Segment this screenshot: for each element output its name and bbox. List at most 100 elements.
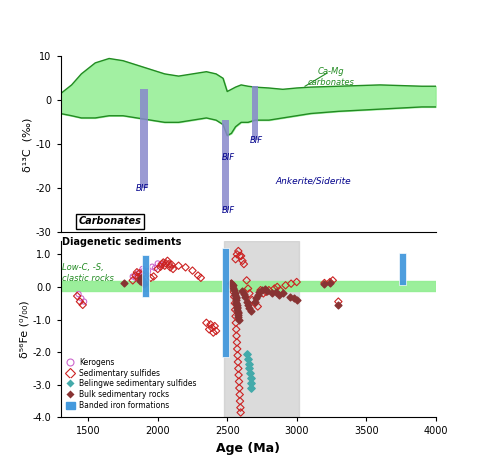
Point <box>279 289 287 296</box>
Text: Low-C, -S,
clastic rocks: Low-C, -S, clastic rocks <box>62 264 114 283</box>
Point <box>326 279 334 287</box>
Point <box>276 287 284 294</box>
Point <box>239 257 246 265</box>
Point <box>229 284 237 291</box>
Point <box>232 325 240 333</box>
Point <box>234 247 242 255</box>
Point <box>255 288 263 295</box>
Point <box>254 291 262 299</box>
Point <box>182 264 189 271</box>
Point <box>243 298 251 305</box>
Point <box>247 384 255 392</box>
Point <box>247 308 255 315</box>
Point <box>261 285 269 292</box>
Point <box>326 278 334 286</box>
Point <box>132 274 139 281</box>
Point <box>233 304 241 312</box>
Point <box>137 276 145 283</box>
Point <box>233 306 241 313</box>
Point <box>121 279 128 287</box>
Point <box>233 250 241 258</box>
Point <box>140 280 148 287</box>
Point <box>129 273 136 280</box>
Point <box>140 267 148 274</box>
Point <box>232 319 240 326</box>
Point <box>229 288 237 295</box>
Point <box>137 275 145 282</box>
Point <box>227 280 235 287</box>
Y-axis label: δ⁵⁶Fe (⁰/₀₀): δ⁵⁶Fe (⁰/₀₀) <box>20 301 30 358</box>
Point <box>77 295 85 302</box>
Point <box>243 277 251 284</box>
Point <box>151 264 159 272</box>
Point <box>247 379 255 387</box>
Point <box>233 301 241 309</box>
Point <box>232 294 240 301</box>
Point <box>233 332 241 340</box>
Point <box>236 391 243 398</box>
Point <box>232 312 240 320</box>
Point <box>154 260 162 267</box>
Point <box>234 313 242 321</box>
Point <box>320 279 328 287</box>
Point <box>139 278 147 286</box>
Point <box>237 409 244 416</box>
Point <box>334 301 342 309</box>
Point <box>231 306 239 313</box>
Point <box>232 295 240 302</box>
Point <box>232 299 240 306</box>
Point <box>162 260 170 267</box>
Text: Ankerite/Siderite: Ankerite/Siderite <box>276 177 351 186</box>
Point <box>275 291 283 299</box>
Point <box>271 285 278 292</box>
Point <box>231 289 239 296</box>
Point <box>320 280 328 288</box>
Text: BIF: BIF <box>222 205 235 215</box>
Point <box>268 290 275 297</box>
Point <box>273 283 281 291</box>
Point <box>231 291 239 299</box>
Point <box>243 350 251 357</box>
Point <box>272 288 280 295</box>
Point <box>150 273 157 280</box>
Point <box>242 294 249 301</box>
Point <box>210 329 217 336</box>
Point <box>136 272 144 279</box>
Point <box>164 257 171 265</box>
Text: BIF: BIF <box>222 153 235 162</box>
Point <box>236 397 244 405</box>
Point <box>194 272 202 279</box>
Point <box>257 287 264 294</box>
Point <box>232 256 240 263</box>
Point <box>159 259 167 266</box>
Point <box>231 300 239 307</box>
Point <box>147 274 155 281</box>
Point <box>248 296 256 304</box>
Point <box>236 252 243 260</box>
Point <box>205 325 213 333</box>
Bar <box>222 249 229 357</box>
Point <box>208 324 216 332</box>
Point <box>235 378 243 385</box>
Point <box>229 281 237 289</box>
Point <box>79 301 87 309</box>
Point <box>230 287 238 294</box>
Point <box>175 262 182 270</box>
Point <box>244 285 252 292</box>
Point <box>135 270 142 277</box>
Point <box>135 273 142 281</box>
Point <box>244 301 252 309</box>
Point <box>136 270 144 277</box>
Point <box>251 300 259 307</box>
Point <box>286 293 294 301</box>
Text: BIF: BIF <box>136 183 149 193</box>
Point <box>244 355 252 363</box>
Point <box>259 290 267 297</box>
Point <box>138 271 146 278</box>
Point <box>245 304 253 312</box>
Point <box>76 298 84 305</box>
Point <box>137 274 145 281</box>
Point <box>202 319 210 326</box>
Point <box>234 309 242 316</box>
Point <box>234 358 242 366</box>
